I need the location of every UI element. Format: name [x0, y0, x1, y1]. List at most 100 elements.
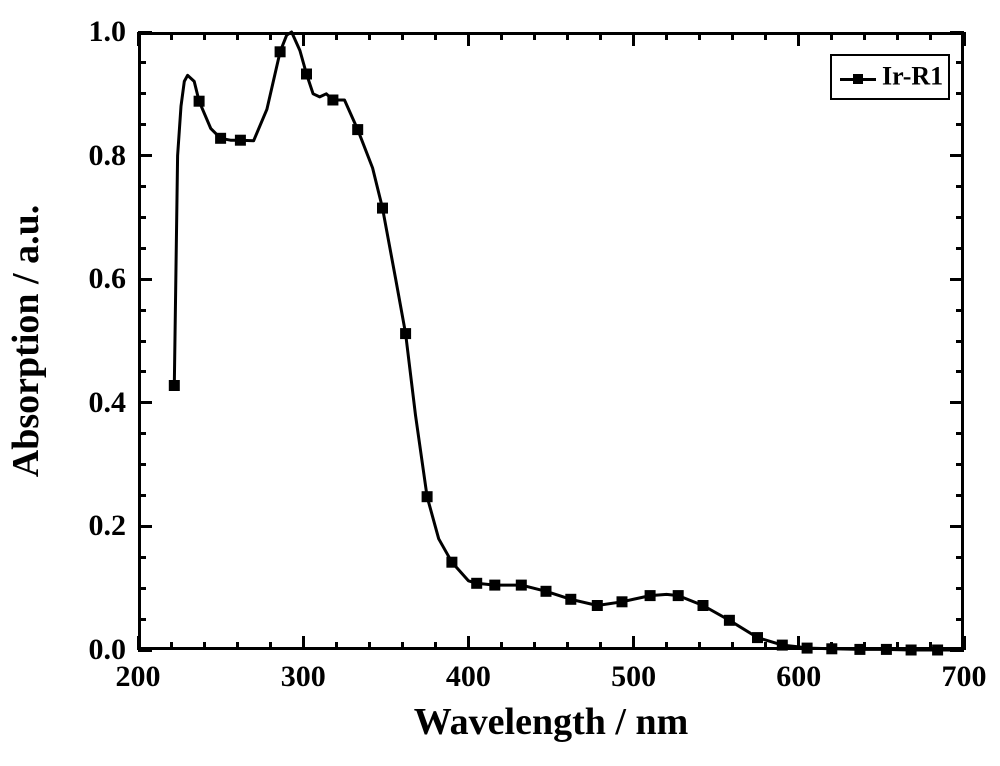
x-minor-tick	[929, 32, 932, 40]
x-tick	[467, 32, 470, 46]
x-minor-tick	[599, 32, 602, 40]
y-tick	[950, 31, 964, 34]
x-minor-tick	[203, 32, 206, 40]
x-minor-tick	[665, 32, 668, 40]
x-minor-tick	[368, 642, 371, 650]
y-minor-tick	[956, 185, 964, 188]
x-minor-tick	[896, 642, 899, 650]
y-tick	[138, 278, 152, 281]
y-tick-label: 0.4	[89, 386, 127, 420]
y-minor-tick	[138, 556, 146, 559]
series-marker	[422, 491, 433, 502]
series-marker	[352, 124, 363, 135]
y-minor-tick	[138, 494, 146, 497]
y-tick	[138, 31, 152, 34]
x-minor-tick	[764, 642, 767, 650]
y-minor-tick	[138, 340, 146, 343]
x-minor-tick	[500, 32, 503, 40]
x-minor-tick	[566, 642, 569, 650]
series-marker	[645, 590, 656, 601]
series-marker	[932, 645, 943, 656]
y-tick	[950, 278, 964, 281]
y-minor-tick	[138, 185, 146, 188]
y-minor-tick	[138, 123, 146, 126]
y-minor-tick	[956, 61, 964, 64]
y-tick	[138, 154, 152, 157]
y-minor-tick	[138, 216, 146, 219]
x-tick-label: 500	[611, 660, 656, 694]
y-minor-tick	[138, 247, 146, 250]
y-minor-tick	[138, 309, 146, 312]
y-minor-tick	[956, 247, 964, 250]
legend-marker-icon	[853, 74, 863, 84]
y-minor-tick	[956, 92, 964, 95]
y-minor-tick	[138, 92, 146, 95]
y-tick	[950, 525, 964, 528]
x-minor-tick	[368, 32, 371, 40]
x-minor-tick	[665, 642, 668, 650]
series-path	[174, 32, 960, 650]
x-tick-label: 700	[942, 660, 987, 694]
x-minor-tick	[236, 642, 239, 650]
series-marker	[881, 644, 892, 655]
y-tick	[138, 649, 152, 652]
y-tick-label: 0.0	[89, 633, 127, 667]
x-minor-tick	[566, 32, 569, 40]
x-minor-tick	[335, 642, 338, 650]
x-minor-tick	[863, 32, 866, 40]
y-minor-tick	[956, 463, 964, 466]
x-minor-tick	[170, 642, 173, 650]
series-marker	[565, 594, 576, 605]
x-minor-tick	[335, 32, 338, 40]
x-minor-tick	[698, 642, 701, 650]
series-marker	[673, 590, 684, 601]
x-tick	[467, 636, 470, 650]
series-marker	[377, 203, 388, 214]
series-marker	[215, 133, 226, 144]
y-tick-label: 1.0	[89, 15, 127, 49]
series-marker	[327, 95, 338, 106]
series-marker	[516, 580, 527, 591]
series-marker	[906, 645, 917, 656]
y-tick	[138, 401, 152, 404]
y-minor-tick	[138, 587, 146, 590]
y-tick	[138, 525, 152, 528]
series-marker	[752, 632, 763, 643]
series-marker	[541, 586, 552, 597]
y-minor-tick	[138, 370, 146, 373]
y-minor-tick	[138, 432, 146, 435]
x-minor-tick	[830, 32, 833, 40]
y-minor-tick	[956, 618, 964, 621]
y-minor-tick	[956, 587, 964, 590]
x-minor-tick	[269, 32, 272, 40]
x-minor-tick	[533, 32, 536, 40]
x-minor-tick	[896, 32, 899, 40]
series-marker	[698, 600, 709, 611]
series-marker	[802, 643, 813, 654]
x-minor-tick	[434, 32, 437, 40]
x-tick	[302, 32, 305, 46]
legend: Ir-R1	[830, 54, 950, 100]
x-minor-tick	[401, 32, 404, 40]
y-minor-tick	[956, 432, 964, 435]
x-minor-tick	[599, 642, 602, 650]
x-tick	[302, 636, 305, 650]
y-tick-label: 0.6	[89, 262, 127, 296]
x-tick-label: 400	[446, 660, 491, 694]
x-tick	[632, 32, 635, 46]
y-axis-title: Absorption / a.u.	[4, 205, 48, 477]
y-minor-tick	[138, 463, 146, 466]
series-marker	[489, 580, 500, 591]
x-minor-tick	[731, 642, 734, 650]
y-tick-label: 0.2	[89, 509, 127, 543]
x-tick	[632, 636, 635, 650]
y-tick	[950, 401, 964, 404]
x-minor-tick	[929, 642, 932, 650]
series-marker	[617, 596, 628, 607]
y-minor-tick	[956, 556, 964, 559]
x-minor-tick	[401, 642, 404, 650]
x-minor-tick	[698, 32, 701, 40]
chart-canvas: Wavelength / nm Absorption / a.u. Ir-R1 …	[0, 0, 1000, 766]
y-minor-tick	[956, 309, 964, 312]
x-tick	[797, 636, 800, 650]
